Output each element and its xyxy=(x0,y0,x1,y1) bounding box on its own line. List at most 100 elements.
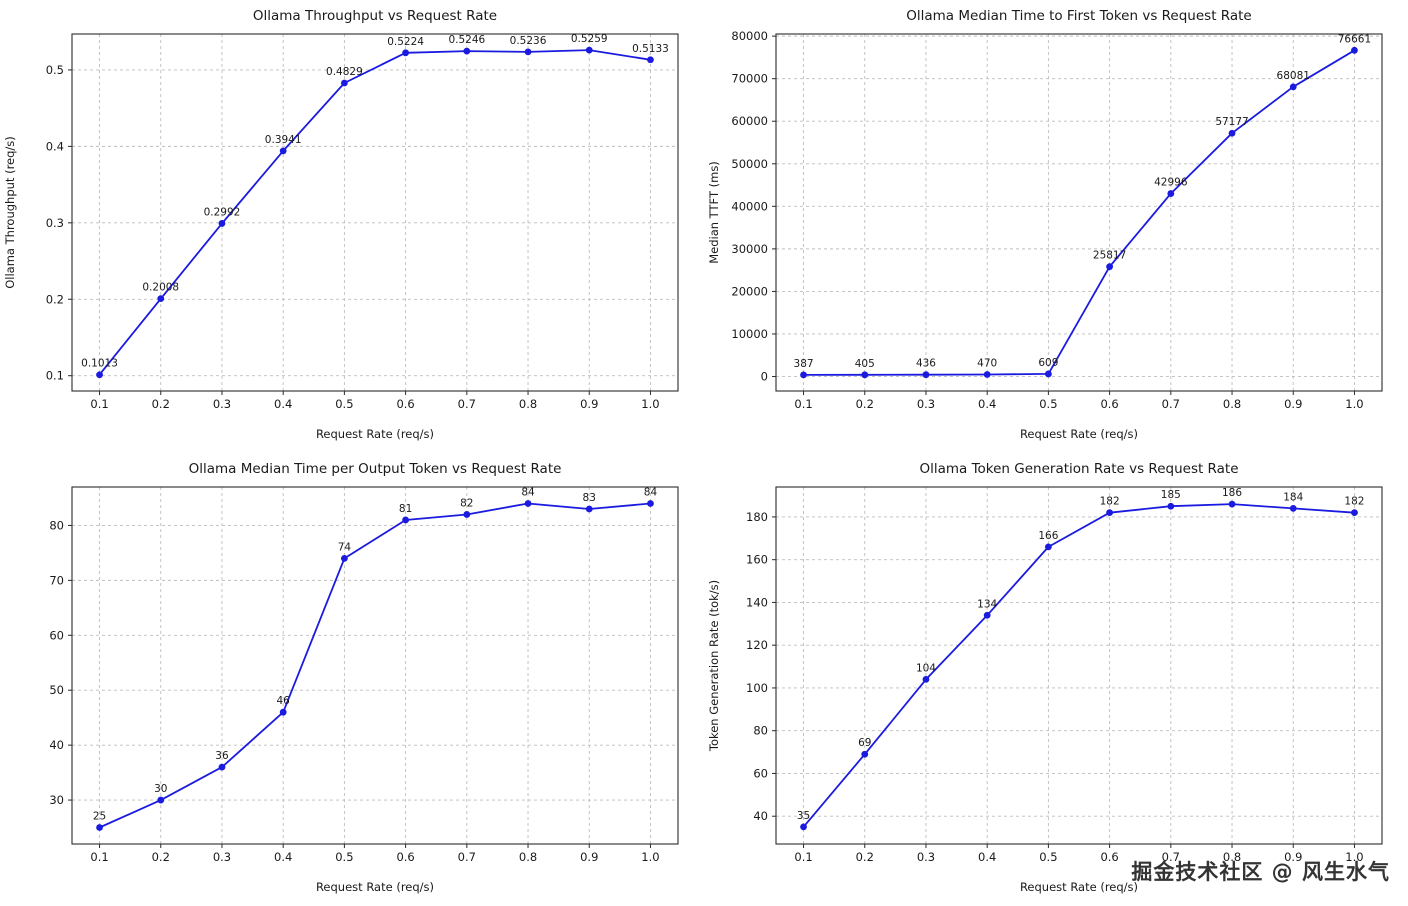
chart-title: Ollama Median Time per Output Token vs R… xyxy=(189,461,562,477)
plot-frame xyxy=(71,486,679,845)
data-label: 42996 xyxy=(1154,177,1188,189)
y-tick-label: 20000 xyxy=(731,284,768,298)
data-point xyxy=(983,371,991,378)
y-tick-label: 30000 xyxy=(731,242,768,256)
x-tick-label: 0.4 xyxy=(978,397,996,411)
data-point xyxy=(1167,190,1175,197)
data-label: 470 xyxy=(977,358,997,370)
data-point xyxy=(1351,46,1358,54)
data-label: 57177 xyxy=(1215,116,1248,128)
data-point xyxy=(96,371,103,379)
data-label: 76661 xyxy=(1338,33,1371,45)
chart-ttft-figure: 0.1 0.2 0.3 0.4 0.5 0.6 0.7 0.8 0.9 1.0 0 10000 2000… xyxy=(704,0,1408,453)
y-tick-label: 30 xyxy=(49,793,64,807)
data-point xyxy=(279,708,287,716)
data-point xyxy=(1289,504,1297,512)
data-point xyxy=(157,295,165,303)
watermark: 掘金技术社区 @ 风生水气 xyxy=(1131,860,1390,884)
series-line xyxy=(98,49,651,376)
x-axis-label: Request Rate (req/s) xyxy=(316,427,434,441)
plot-frame xyxy=(71,33,679,392)
y-tick-label: 120 xyxy=(746,638,768,652)
x-tick-label: 1.0 xyxy=(641,397,659,411)
data-label: 0.1013 xyxy=(81,358,118,370)
data-label: 0.5133 xyxy=(632,43,669,55)
x-tick-label: 0.1 xyxy=(90,397,108,411)
y-tick-label: 0.3 xyxy=(46,216,64,230)
data-label: 182 xyxy=(1344,496,1364,508)
data-point xyxy=(1228,500,1236,508)
y-tick-label: 180 xyxy=(746,510,768,524)
data-label: 0.2992 xyxy=(204,206,241,218)
chart-title: Ollama Throughput vs Request Rate xyxy=(253,8,497,24)
data-point xyxy=(647,56,654,64)
y-tick-label: 0.2 xyxy=(46,292,64,306)
data-label: 0.5259 xyxy=(571,33,608,45)
x-tick-label: 0.3 xyxy=(213,397,231,411)
y-axis-label: Token Generation Rate (tok/s) xyxy=(707,580,721,752)
data-label: 82 xyxy=(460,497,473,509)
x-tick-label: 0.2 xyxy=(856,850,874,864)
data-point xyxy=(1351,509,1358,517)
data-label: 83 xyxy=(583,492,596,504)
x-tick-label: 0.4 xyxy=(274,397,292,411)
data-point xyxy=(922,371,930,379)
x-axis-label: Request Rate (req/s) xyxy=(1020,880,1138,894)
x-tick-label: 0.1 xyxy=(794,397,812,411)
series-line xyxy=(803,49,1355,376)
series-line xyxy=(99,502,651,829)
data-point xyxy=(157,796,165,804)
data-point xyxy=(340,79,348,87)
y-tick-label: 60 xyxy=(49,628,64,642)
y-tick-label: 0.5 xyxy=(46,63,64,77)
data-point xyxy=(585,46,593,54)
data-point xyxy=(1228,129,1236,137)
data-point xyxy=(279,147,287,155)
x-tick-label: 0.8 xyxy=(1223,397,1241,411)
data-label: 182 xyxy=(1100,496,1120,508)
chart-throughput-plot: 0.1 0.2 0.3 0.4 0.5 0.6 0.7 0.8 0.9 1.0 0.1 0.2 0.3 0… xyxy=(3,8,679,441)
data-point xyxy=(96,824,103,831)
data-label: 84 xyxy=(644,486,658,498)
data-point xyxy=(1106,509,1114,517)
x-tick-label: 0.7 xyxy=(458,850,476,864)
x-tick-label: 0.6 xyxy=(396,850,414,864)
y-tick-label: 0.1 xyxy=(46,369,64,383)
data-label: 104 xyxy=(916,662,936,674)
data-point xyxy=(524,500,532,507)
x-tick-label: 0.7 xyxy=(458,397,476,411)
x-tick-label: 0.9 xyxy=(1284,397,1302,411)
y-tick-label: 80000 xyxy=(731,29,768,43)
chart-tpot-plot: 0.1 0.2 0.3 0.4 0.5 0.6 0.7 0.8 0.9 1.0 30 40 50 60 70… xyxy=(49,461,679,894)
data-point xyxy=(340,555,348,562)
y-tick-label: 0 xyxy=(761,370,768,384)
x-tick-label: 0.5 xyxy=(1039,850,1057,864)
chart-tpot-figure: 0.1 0.2 0.3 0.4 0.5 0.6 0.7 0.8 0.9 1.0 30 40 50 60 70… xyxy=(0,453,704,906)
data-label: 25817 xyxy=(1093,250,1126,262)
data-label: 609 xyxy=(1038,357,1058,369)
x-tick-label: 0.8 xyxy=(519,850,537,864)
y-tick-label: 50 xyxy=(49,683,64,697)
y-tick-label: 40 xyxy=(49,738,64,752)
data-point xyxy=(800,823,807,831)
data-label: 84 xyxy=(521,486,535,498)
data-point xyxy=(1044,543,1052,551)
y-tick-label: 160 xyxy=(746,553,768,567)
x-tick-label: 0.5 xyxy=(335,850,353,864)
x-tick-label: 0.4 xyxy=(274,850,292,864)
x-tick-label: 0.7 xyxy=(1162,397,1180,411)
y-tick-label: 80 xyxy=(753,724,768,738)
data-label: 387 xyxy=(794,358,814,370)
x-tick-label: 1.0 xyxy=(1345,397,1363,411)
chart-ttft-plot: 0.1 0.2 0.3 0.4 0.5 0.6 0.7 0.8 0.9 1.0 0 10000 2000… xyxy=(707,8,1383,441)
x-tick-label: 0.6 xyxy=(1100,397,1118,411)
data-point xyxy=(218,220,226,227)
data-label: 81 xyxy=(399,503,412,515)
data-label: 0.5224 xyxy=(387,36,424,48)
data-point xyxy=(861,750,869,758)
x-tick-label: 0.5 xyxy=(335,397,353,411)
x-tick-label: 0.2 xyxy=(152,397,170,411)
y-axis-label: Median TTFT (ms) xyxy=(707,161,721,264)
x-tick-label: 0.3 xyxy=(917,397,935,411)
